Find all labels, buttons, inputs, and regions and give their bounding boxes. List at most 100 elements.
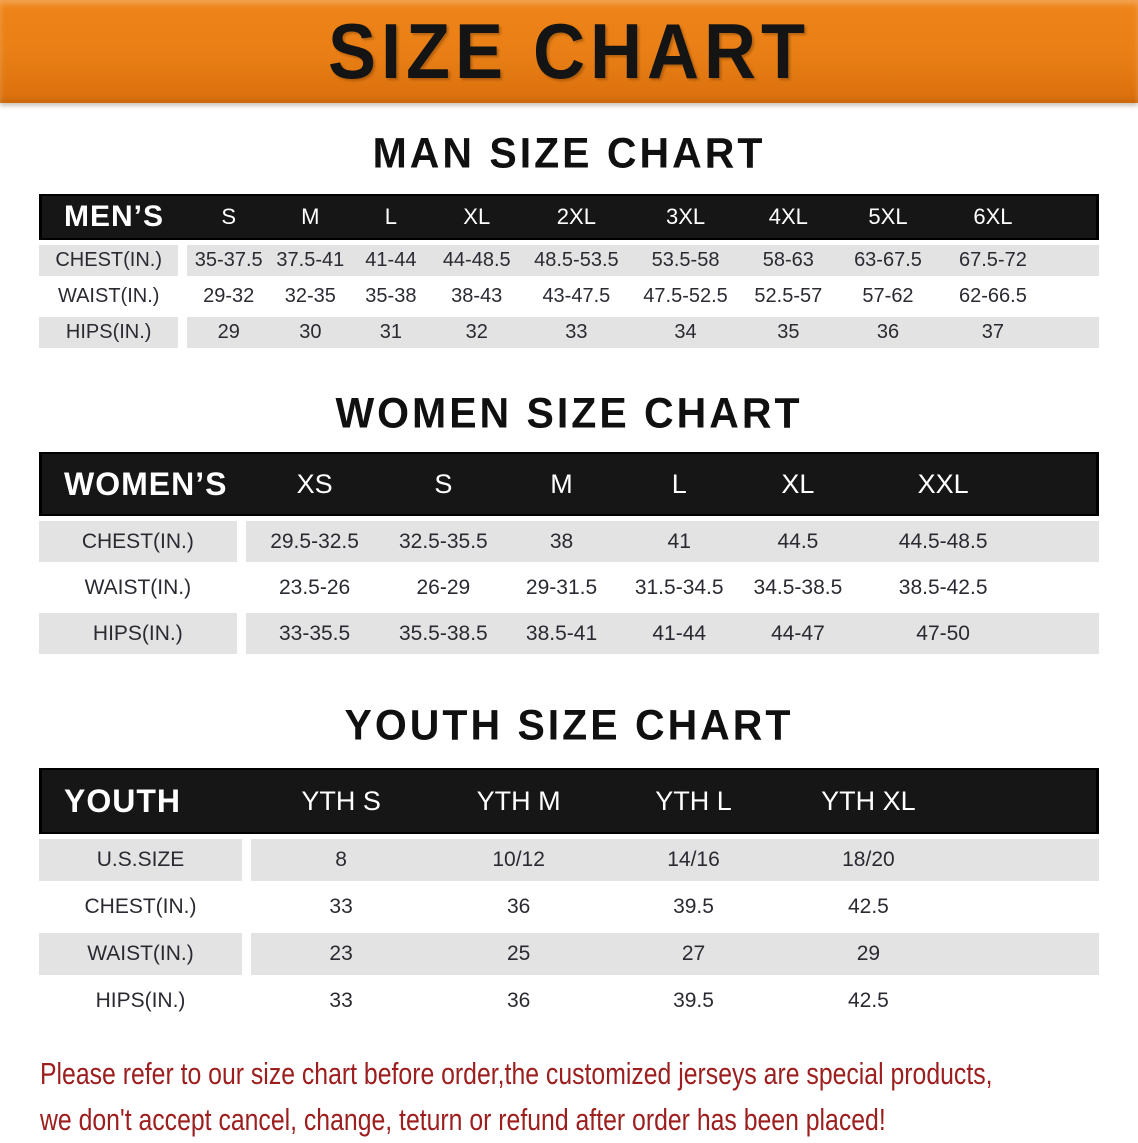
cell: 29 bbox=[187, 317, 271, 348]
cell: 41 bbox=[619, 521, 739, 562]
men-size-table: MEN’S S M L XL 2XL 3XL 4XL 5XL 6XL CHEST… bbox=[39, 189, 1099, 353]
cell: 29-32 bbox=[187, 281, 271, 312]
cell: 63-67.5 bbox=[836, 245, 940, 276]
youth-header-row: YOUTH YTH S YTH M YTH L YTH XL bbox=[39, 768, 1099, 834]
women-col-header: XL bbox=[738, 452, 858, 516]
cell: 53.5-58 bbox=[630, 245, 741, 276]
youth-col-header: YTH XL bbox=[780, 768, 956, 834]
cell: 44-48.5 bbox=[431, 245, 523, 276]
row-label: HIPS(IN.) bbox=[39, 317, 188, 348]
cell: 29.5-32.5 bbox=[245, 521, 384, 562]
men-section-title: MAN SIZE CHART bbox=[372, 128, 766, 177]
men-col-header: 4XL bbox=[740, 194, 837, 240]
women-col-header: L bbox=[619, 452, 739, 516]
row-label: WAIST(IN.) bbox=[39, 567, 246, 608]
spacer-cell bbox=[1029, 613, 1099, 654]
cell: 10/12 bbox=[431, 839, 607, 881]
men-col-header: S bbox=[187, 194, 271, 240]
cell: 30 bbox=[270, 317, 351, 348]
cell: 29 bbox=[780, 933, 956, 975]
cell: 39.5 bbox=[606, 886, 781, 928]
women-group-label: WOMEN’S bbox=[39, 452, 246, 516]
spacer-cell bbox=[955, 886, 1099, 928]
cell: 37 bbox=[939, 317, 1046, 348]
cell: 43-47.5 bbox=[522, 281, 631, 312]
table-row: CHEST(IN.) 35-37.5 37.5-41 41-44 44-48.5… bbox=[39, 245, 1099, 276]
size-chart-banner: SIZE CHART bbox=[0, 0, 1138, 103]
cell: 38.5-41 bbox=[503, 613, 620, 654]
youth-col-header: YTH S bbox=[251, 768, 432, 834]
cell: 67.5-72 bbox=[939, 245, 1046, 276]
cell: 36 bbox=[431, 886, 607, 928]
cell: 29-31.5 bbox=[503, 567, 620, 608]
spacer-cell bbox=[1029, 521, 1099, 562]
cell: 33 bbox=[251, 886, 432, 928]
table-row: WAIST(IN.) 29-32 32-35 35-38 38-43 43-47… bbox=[39, 281, 1099, 312]
men-col-header: 5XL bbox=[836, 194, 940, 240]
spacer-cell bbox=[1045, 317, 1099, 348]
women-header-row: WOMEN’S XS S M L XL XXL bbox=[39, 452, 1099, 516]
row-label: HIPS(IN.) bbox=[39, 613, 246, 654]
men-col-header: M bbox=[270, 194, 351, 240]
cell: 18/20 bbox=[780, 839, 956, 881]
cell: 34.5-38.5 bbox=[738, 567, 858, 608]
cell: 33 bbox=[522, 317, 631, 348]
men-header-row: MEN’S S M L XL 2XL 3XL 4XL 5XL 6XL bbox=[39, 194, 1099, 240]
cell: 38 bbox=[503, 521, 620, 562]
row-label: HIPS(IN.) bbox=[39, 980, 251, 1022]
spacer-cell bbox=[955, 980, 1099, 1022]
cell: 38-43 bbox=[431, 281, 523, 312]
spacer-cell bbox=[1029, 452, 1099, 516]
table-row: HIPS(IN.) 29 30 31 32 33 34 35 36 37 bbox=[39, 317, 1099, 348]
women-col-header: XS bbox=[245, 452, 384, 516]
cell: 14/16 bbox=[606, 839, 781, 881]
table-row: HIPS(IN.) 33 36 39.5 42.5 bbox=[39, 980, 1099, 1022]
women-col-header: M bbox=[503, 452, 620, 516]
cell: 33-35.5 bbox=[245, 613, 384, 654]
cell: 47.5-52.5 bbox=[630, 281, 741, 312]
row-label: CHEST(IN.) bbox=[39, 886, 251, 928]
men-col-header: L bbox=[350, 194, 432, 240]
spacer-cell bbox=[1045, 245, 1099, 276]
cell: 35 bbox=[740, 317, 837, 348]
youth-size-table: YOUTH YTH S YTH M YTH L YTH XL U.S.SIZE … bbox=[39, 763, 1099, 1027]
row-label: WAIST(IN.) bbox=[39, 933, 251, 975]
cell: 44.5-48.5 bbox=[857, 521, 1029, 562]
cell: 36 bbox=[431, 980, 607, 1022]
table-row: CHEST(IN.) 29.5-32.5 32.5-35.5 38 41 44.… bbox=[39, 521, 1099, 562]
youth-group-label: YOUTH bbox=[39, 768, 251, 834]
spacer-cell bbox=[1029, 567, 1099, 608]
cell: 35-37.5 bbox=[187, 245, 271, 276]
cell: 37.5-41 bbox=[270, 245, 351, 276]
spacer-cell bbox=[1045, 281, 1099, 312]
cell: 62-66.5 bbox=[939, 281, 1046, 312]
men-col-header: XL bbox=[431, 194, 523, 240]
cell: 58-63 bbox=[740, 245, 837, 276]
men-col-header: 2XL bbox=[522, 194, 631, 240]
cell: 41-44 bbox=[350, 245, 432, 276]
spacer-cell bbox=[955, 839, 1099, 881]
cell: 34 bbox=[630, 317, 741, 348]
cell: 38.5-42.5 bbox=[857, 567, 1029, 608]
youth-section-title: YOUTH SIZE CHART bbox=[344, 700, 794, 750]
spacer-cell bbox=[955, 933, 1099, 975]
cell: 36 bbox=[836, 317, 940, 348]
cell: 31 bbox=[350, 317, 432, 348]
women-size-table: WOMEN’S XS S M L XL XXL CHEST(IN.) 29.5-… bbox=[39, 447, 1099, 659]
cell: 8 bbox=[251, 839, 432, 881]
row-label: CHEST(IN.) bbox=[39, 245, 188, 276]
cell: 27 bbox=[606, 933, 781, 975]
cell: 33 bbox=[251, 980, 432, 1022]
cell: 57-62 bbox=[836, 281, 940, 312]
cell: 32.5-35.5 bbox=[383, 521, 504, 562]
table-row: U.S.SIZE 8 10/12 14/16 18/20 bbox=[39, 839, 1099, 881]
spacer-cell bbox=[1045, 194, 1099, 240]
spacer-cell bbox=[955, 768, 1099, 834]
cell: 26-29 bbox=[383, 567, 504, 608]
cell: 25 bbox=[431, 933, 607, 975]
table-row: CHEST(IN.) 33 36 39.5 42.5 bbox=[39, 886, 1099, 928]
cell: 52.5-57 bbox=[740, 281, 837, 312]
row-label: CHEST(IN.) bbox=[39, 521, 246, 562]
women-col-header: S bbox=[383, 452, 504, 516]
order-policy-line1: Please refer to our size chart before or… bbox=[40, 1056, 993, 1091]
